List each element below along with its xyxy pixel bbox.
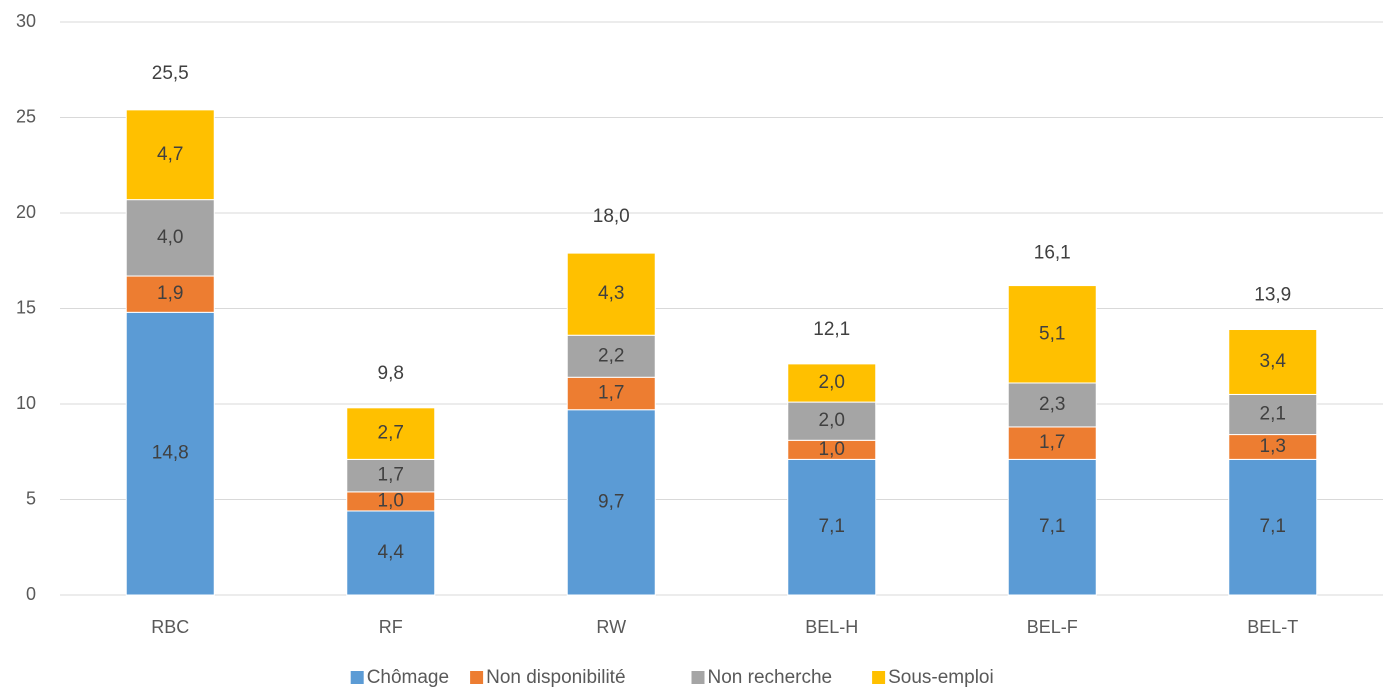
bar-segment xyxy=(125,199,215,277)
data-label: 2,0 xyxy=(819,372,845,393)
data-label: 1,0 xyxy=(378,490,404,511)
bar-segment xyxy=(125,109,215,201)
bar-segment xyxy=(1007,382,1097,428)
legend-label: Sous-emploi xyxy=(888,667,994,688)
bar-segment xyxy=(1007,285,1097,384)
data-label: 2,2 xyxy=(598,345,624,366)
bar-segment xyxy=(346,407,436,460)
data-label: 4,4 xyxy=(378,542,405,563)
legend-swatch xyxy=(350,671,364,684)
x-tick-label: RBC xyxy=(151,617,189,637)
total-label: 13,9 xyxy=(1254,285,1291,306)
bar-segment xyxy=(787,363,877,403)
y-tick-label: 0 xyxy=(26,584,36,604)
data-label: 2,7 xyxy=(378,423,404,444)
x-tick-label: RF xyxy=(379,617,403,637)
data-label: 2,1 xyxy=(1260,404,1286,425)
legend-swatch xyxy=(691,671,705,684)
bar-segment xyxy=(346,458,436,493)
data-label: 1,7 xyxy=(378,465,404,486)
bar-segment xyxy=(1228,393,1318,436)
x-tick-label: BEL-H xyxy=(805,617,858,637)
data-label: 4,7 xyxy=(157,144,183,165)
y-tick-label: 5 xyxy=(26,488,36,508)
legend-label: Non disponibilité xyxy=(486,667,625,688)
data-label: 7,1 xyxy=(819,516,845,537)
y-tick-label: 30 xyxy=(16,11,36,31)
legend-swatch xyxy=(470,671,484,684)
x-tick-label: BEL-F xyxy=(1027,617,1078,637)
data-label: 4,0 xyxy=(157,227,183,248)
data-label: 9,7 xyxy=(598,491,624,512)
bar-segment xyxy=(1007,458,1097,596)
bar-segment xyxy=(787,458,877,596)
total-label: 18,0 xyxy=(593,206,630,227)
legend-label: Chômage xyxy=(367,667,449,688)
total-label: 16,1 xyxy=(1034,243,1071,264)
bar-segment xyxy=(1007,426,1097,460)
bar-segment xyxy=(125,275,215,313)
data-label: 1,7 xyxy=(598,383,624,404)
bar-segment xyxy=(566,334,656,378)
data-label: 1,0 xyxy=(819,439,845,460)
data-label: 14,8 xyxy=(152,443,189,464)
y-tick-label: 15 xyxy=(16,297,36,317)
total-label: 25,5 xyxy=(152,63,189,84)
bar-segment xyxy=(1228,434,1318,460)
data-label: 7,1 xyxy=(1039,516,1065,537)
data-label: 1,7 xyxy=(1039,432,1065,453)
y-tick-label: 25 xyxy=(16,106,36,126)
data-label: 5,1 xyxy=(1039,323,1065,344)
y-tick-label: 20 xyxy=(16,202,36,222)
x-tick-label: RW xyxy=(596,617,626,637)
total-label: 9,8 xyxy=(378,363,404,384)
bar-segment xyxy=(125,311,215,596)
x-tick-label: BEL-T xyxy=(1247,617,1298,637)
data-label: 1,3 xyxy=(1260,436,1286,457)
legend-label: Non recherche xyxy=(708,667,833,688)
bar-segment xyxy=(566,376,656,411)
total-label: 12,1 xyxy=(813,319,850,340)
bar-segment xyxy=(566,252,656,336)
bar-segment xyxy=(346,510,436,596)
data-label: 2,0 xyxy=(819,410,845,431)
bar-segment xyxy=(787,401,877,441)
data-label: 7,1 xyxy=(1260,516,1286,537)
data-label: 2,3 xyxy=(1039,394,1065,415)
data-label: 4,3 xyxy=(598,283,624,304)
data-label: 3,4 xyxy=(1260,351,1287,372)
legend-swatch xyxy=(872,671,886,684)
bar-segment xyxy=(1228,329,1318,395)
data-label: 1,9 xyxy=(157,283,183,304)
y-tick-label: 10 xyxy=(16,393,36,413)
bar-segment xyxy=(566,409,656,596)
